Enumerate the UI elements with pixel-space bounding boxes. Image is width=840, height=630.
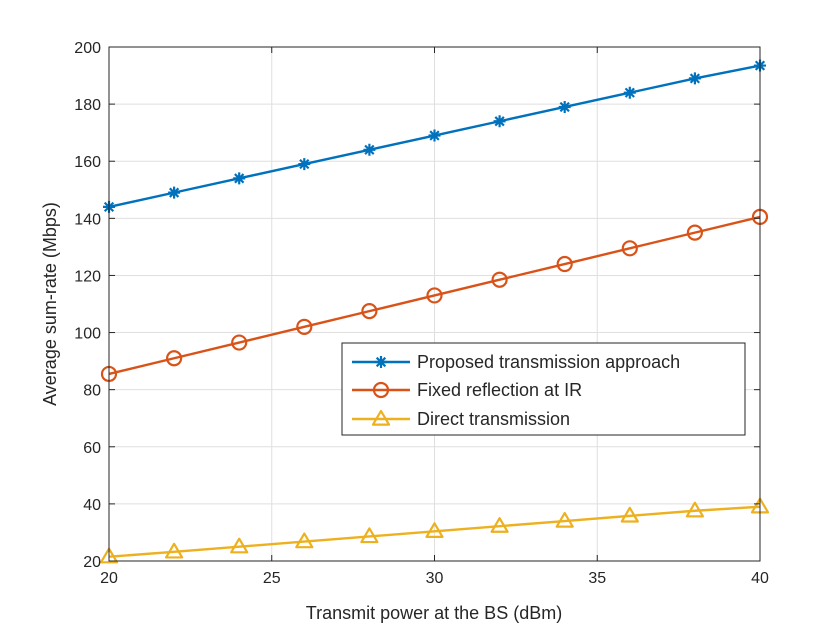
data-point-triangle <box>230 537 249 554</box>
data-point-asterisk <box>688 72 701 85</box>
legend-item: Direct transmission <box>352 409 570 429</box>
legend-marker <box>372 381 390 399</box>
x-tick-label: 40 <box>751 570 769 587</box>
data-point-triangle <box>620 506 639 523</box>
data-point-circle <box>231 334 248 351</box>
legend-marker <box>371 409 391 426</box>
x-tick-label: 35 <box>588 570 606 587</box>
x-tick-label: 25 <box>263 570 281 587</box>
x-axis-label: Transmit power at the BS (dBm) <box>306 603 562 623</box>
x-tick-label: 20 <box>100 570 118 587</box>
data-point-asterisk <box>493 115 506 128</box>
data-point-circle <box>686 224 704 241</box>
legend-items: Proposed transmission approach Fixed refl… <box>352 352 680 429</box>
legend-item: Fixed reflection at IR <box>352 380 582 400</box>
data-point-triangle <box>685 501 705 518</box>
y-tick-label: 40 <box>83 497 101 514</box>
data-point-triangle <box>99 547 119 564</box>
y-tick-label: 80 <box>83 383 101 400</box>
legend-label: Direct transmission <box>417 409 570 429</box>
series-line <box>108 505 761 558</box>
data-point-asterisk <box>168 186 181 199</box>
series-3 <box>99 497 770 564</box>
data-point-asterisk <box>298 158 311 171</box>
data-point-triangle <box>295 532 314 549</box>
tick-labels: 20 25 30 35 40 20 40 60 80 100 120 140 160 180 200 <box>74 40 769 587</box>
legend-label: Proposed transmission approach <box>417 352 680 372</box>
data-point-circle <box>296 318 313 335</box>
data-point-asterisk <box>558 100 571 113</box>
y-tick-label: 200 <box>74 40 101 57</box>
y-tick-label: 140 <box>74 211 101 228</box>
data-point-asterisk <box>623 86 636 99</box>
data-point-asterisk <box>428 129 441 142</box>
y-tick-label: 160 <box>74 154 101 171</box>
legend-marker <box>375 356 387 368</box>
data-point-circle <box>491 271 508 288</box>
data-point-triangle <box>165 542 184 559</box>
data-point-triangle <box>360 527 379 544</box>
data-point-asterisk <box>363 143 376 156</box>
y-tick-label: 180 <box>74 97 101 114</box>
series-line <box>108 215 761 376</box>
y-axis-label: Average sum-rate (Mbps) <box>40 202 60 406</box>
y-tick-label: 120 <box>74 268 101 285</box>
data-point-triangle <box>490 517 509 533</box>
legend-item: Proposed transmission approach <box>352 352 680 372</box>
y-tick-label: 20 <box>83 554 101 571</box>
y-tick-label: 100 <box>74 326 101 343</box>
legend: Proposed transmission approach Fixed refl… <box>341 342 746 436</box>
data-point-triangle <box>425 522 444 539</box>
data-point-circle <box>361 303 378 320</box>
data-point-circle <box>426 287 443 304</box>
x-tick-label: 30 <box>426 570 444 587</box>
legend-label: Fixed reflection at IR <box>417 380 582 400</box>
ticks <box>108 46 761 562</box>
data-point-circle <box>166 350 183 367</box>
data-point-circle <box>556 255 573 273</box>
data-point-asterisk <box>233 172 246 185</box>
data-point-triangle <box>555 511 574 528</box>
data-point-circle <box>621 240 638 257</box>
y-tick-label: 60 <box>83 440 101 457</box>
